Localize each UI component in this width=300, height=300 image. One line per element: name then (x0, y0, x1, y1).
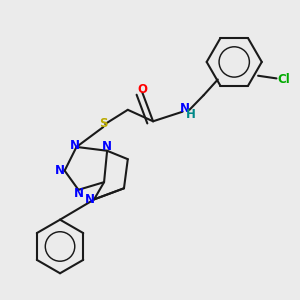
Text: N: N (102, 140, 112, 153)
Text: N: N (179, 102, 190, 115)
Text: O: O (137, 83, 147, 96)
Text: Cl: Cl (277, 73, 290, 86)
Text: N: N (74, 187, 83, 200)
Text: N: N (70, 139, 80, 152)
Text: H: H (186, 108, 196, 121)
Text: N: N (55, 164, 65, 177)
Text: S: S (99, 118, 107, 130)
Text: N: N (85, 193, 95, 206)
